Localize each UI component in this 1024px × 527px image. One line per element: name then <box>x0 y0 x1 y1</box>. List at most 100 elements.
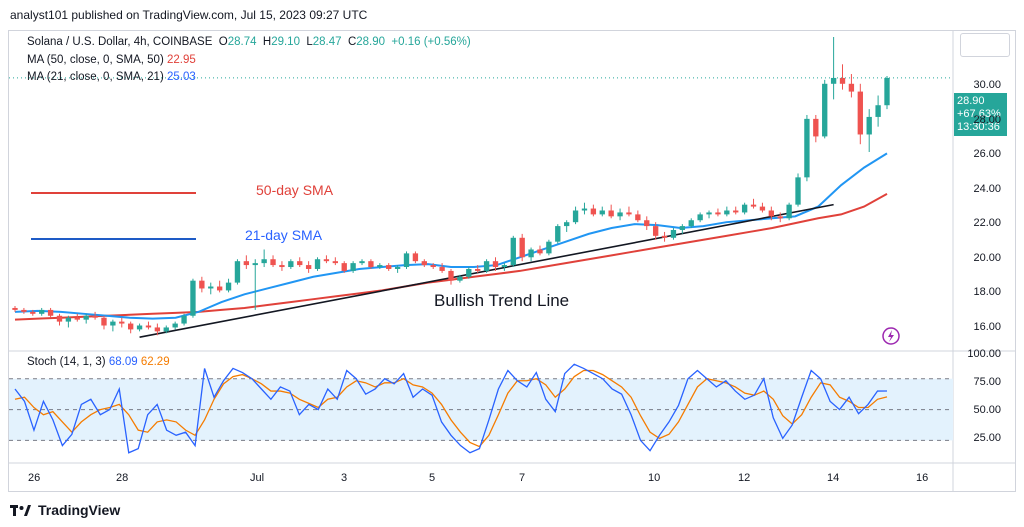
candle-body <box>261 259 267 264</box>
candle-body <box>386 265 392 269</box>
candle-body <box>830 77 837 84</box>
time-tick: 12 <box>738 472 751 484</box>
lightning-bolt-icon <box>888 330 894 342</box>
candle-body <box>74 317 80 320</box>
time-tick: 10 <box>648 472 661 484</box>
candle-body <box>430 265 436 268</box>
candle-body <box>706 212 712 215</box>
candle-body <box>297 261 303 266</box>
candle-body <box>572 210 579 223</box>
candle-body <box>30 311 36 314</box>
close-value: 28.90 <box>356 36 386 48</box>
candle-body <box>199 280 205 289</box>
candle-body <box>519 237 525 258</box>
candle-body <box>795 177 801 205</box>
stoch-tick: 100.00 <box>967 348 1001 360</box>
candle-body <box>564 222 570 227</box>
publisher-line: analyst101 published on TradingView.com,… <box>10 8 368 22</box>
candle-body <box>341 263 347 271</box>
candle-body <box>359 261 365 264</box>
price-tag-price: 28.90 <box>957 95 985 107</box>
candle-body <box>652 226 659 236</box>
candle-body <box>741 204 748 213</box>
time-tick: 28 <box>116 472 129 484</box>
candle-body <box>617 212 623 217</box>
candle-body <box>528 249 534 258</box>
time-tick: 26 <box>28 472 41 484</box>
tradingview-logo-icon <box>10 505 31 516</box>
annotation-sma21: 21-day SMA <box>245 227 323 243</box>
candle-body <box>457 276 463 281</box>
candle-body <box>786 204 792 219</box>
price-tag-timer: 13:30:36 <box>957 121 1000 133</box>
candle-body <box>661 235 668 238</box>
candle-body <box>866 116 872 135</box>
chart-canvas[interactable] <box>9 31 1015 491</box>
stoch-tick: 50.00 <box>973 404 1001 416</box>
candle-body <box>119 321 125 324</box>
footer: TradingView <box>10 500 120 520</box>
chart-settings-box[interactable] <box>960 33 1010 57</box>
candle-body <box>715 212 721 215</box>
candle-body <box>884 77 890 106</box>
candle-body <box>216 286 223 291</box>
time-tick: 5 <box>429 472 436 484</box>
candle-body <box>305 265 312 269</box>
candle-body <box>288 261 294 268</box>
candle-body <box>323 259 330 262</box>
candle-body <box>635 214 641 221</box>
candle-body <box>759 206 766 211</box>
candle-body <box>128 323 134 330</box>
annotation-trend-line: Bullish Trend Line <box>434 291 570 310</box>
candle-body <box>252 263 258 266</box>
price-tick: 28.00 <box>973 114 1001 126</box>
time-tick: 3 <box>341 472 348 484</box>
candle-body <box>83 315 89 320</box>
candle-body <box>581 208 588 211</box>
candle-body <box>466 268 472 277</box>
candle-body <box>12 307 18 310</box>
candle-body <box>608 210 614 217</box>
candle-body <box>599 210 605 215</box>
candle-body <box>768 210 774 217</box>
chart-frame: Solana / U.S. Dollar, 4h, COINBASE O28.7… <box>8 30 1016 492</box>
candle-body <box>101 317 107 326</box>
candle-body <box>181 315 187 324</box>
price-tick: 30.00 <box>973 79 1001 91</box>
candle-body <box>110 321 116 326</box>
candle-body <box>501 265 508 268</box>
candle-body <box>857 91 863 135</box>
candle-body <box>403 253 410 268</box>
candle-body <box>804 118 810 178</box>
ma50-legend: MA (50, close, 0, SMA, 50) 22.95 <box>27 54 196 66</box>
price-tick: 26.00 <box>973 148 1001 160</box>
candle-body <box>555 226 561 242</box>
candle-body <box>394 267 401 269</box>
time-tick: 16 <box>916 472 929 484</box>
candle-body <box>163 327 169 332</box>
price-tag-pct: +67.63% <box>957 108 1001 120</box>
candle-body <box>234 261 241 283</box>
candle-body <box>270 259 276 266</box>
candle-body <box>670 229 677 238</box>
candle-body <box>136 325 143 330</box>
candle-body <box>644 220 650 227</box>
open-value: 28.74 <box>227 36 257 48</box>
candle-body <box>688 220 694 227</box>
candle-body <box>332 261 338 264</box>
price-tag: 28.90 +67.63% 13:30:36 <box>954 93 1007 136</box>
candle-body <box>243 261 250 266</box>
candle-body <box>412 253 419 262</box>
candle-body <box>546 241 552 254</box>
candle-body <box>368 261 374 268</box>
price-tick: 16.00 <box>973 321 1001 333</box>
footer-brand: TradingView <box>38 502 121 518</box>
candle-body <box>92 315 98 318</box>
stoch-legend: Stoch (14, 1, 3) 68.09 62.29 <box>27 356 170 368</box>
candle-body <box>475 268 481 271</box>
candle-body <box>56 315 63 322</box>
candle-body <box>377 265 383 268</box>
candle-body <box>750 204 757 207</box>
time-tick: Jul <box>250 472 265 484</box>
price-tick: 20.00 <box>973 252 1001 264</box>
